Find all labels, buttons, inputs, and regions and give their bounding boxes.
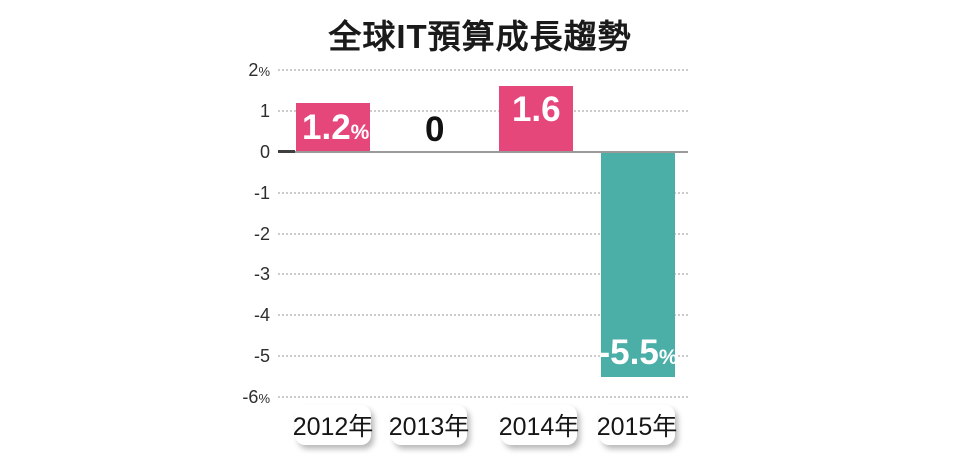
gridline bbox=[278, 314, 688, 317]
bar-value-label: 1.6 bbox=[512, 92, 561, 127]
gridline bbox=[278, 355, 688, 358]
y-axis-tick-label: -3 bbox=[206, 265, 270, 283]
gridline bbox=[278, 396, 688, 398]
value-number: -4 bbox=[253, 305, 270, 326]
y-axis-tick-label: 0 bbox=[206, 143, 270, 161]
chart-title: 全球IT預算成長趨勢 bbox=[328, 18, 632, 55]
x-axis-label-2013年: 2013年 bbox=[389, 405, 469, 445]
value-number: 0 bbox=[259, 141, 270, 162]
gridline bbox=[278, 273, 688, 276]
value-number: -5 bbox=[253, 346, 270, 367]
bar-2015年: -5.5% bbox=[599, 151, 678, 377]
value-number: 2 bbox=[248, 60, 259, 80]
percent-sign: % bbox=[658, 345, 678, 369]
bar-value-label: 1.2% bbox=[302, 110, 369, 145]
x-axis-label-2014年: 2014年 bbox=[499, 405, 579, 445]
bar-value-label: -5.5% bbox=[599, 335, 678, 370]
y-axis-tick-label: -4 bbox=[206, 306, 270, 324]
bar-2012年: 1.2% bbox=[296, 102, 370, 152]
y-axis-tick-label: -2 bbox=[206, 225, 270, 243]
percent-sign: % bbox=[258, 64, 270, 79]
value-number: -3 bbox=[253, 264, 270, 285]
percent-sign: % bbox=[258, 391, 270, 406]
value-number: 1.2 bbox=[302, 107, 351, 147]
value-number: 1.6 bbox=[511, 90, 561, 130]
y-axis-tick-label: -5 bbox=[206, 347, 270, 365]
y-axis-tick-label: -6% bbox=[206, 388, 270, 406]
zero-value-label: 0 bbox=[425, 112, 444, 147]
gridline bbox=[278, 69, 688, 71]
gridline bbox=[278, 109, 688, 112]
percent-sign: % bbox=[350, 120, 370, 144]
zero-axis-tick bbox=[278, 150, 295, 154]
gridline bbox=[278, 191, 688, 194]
y-axis-tick-label: -1 bbox=[206, 184, 270, 202]
value-number: -6 bbox=[242, 387, 259, 407]
value-number: -1 bbox=[253, 182, 270, 203]
value-number: 1 bbox=[259, 100, 270, 121]
value-number: -5.5 bbox=[598, 332, 659, 372]
y-axis-tick-label: 1 bbox=[206, 102, 270, 120]
bar-2014年: 1.6 bbox=[499, 86, 574, 152]
x-axis-label-2012年: 2012年 bbox=[293, 405, 373, 445]
y-axis-tick-label: 2% bbox=[206, 61, 270, 79]
x-axis-label-2015年: 2015年 bbox=[597, 405, 677, 445]
value-number: 0 bbox=[424, 109, 445, 149]
zero-axis-line bbox=[278, 150, 688, 153]
gridline bbox=[278, 232, 688, 235]
value-number: -2 bbox=[253, 223, 270, 244]
